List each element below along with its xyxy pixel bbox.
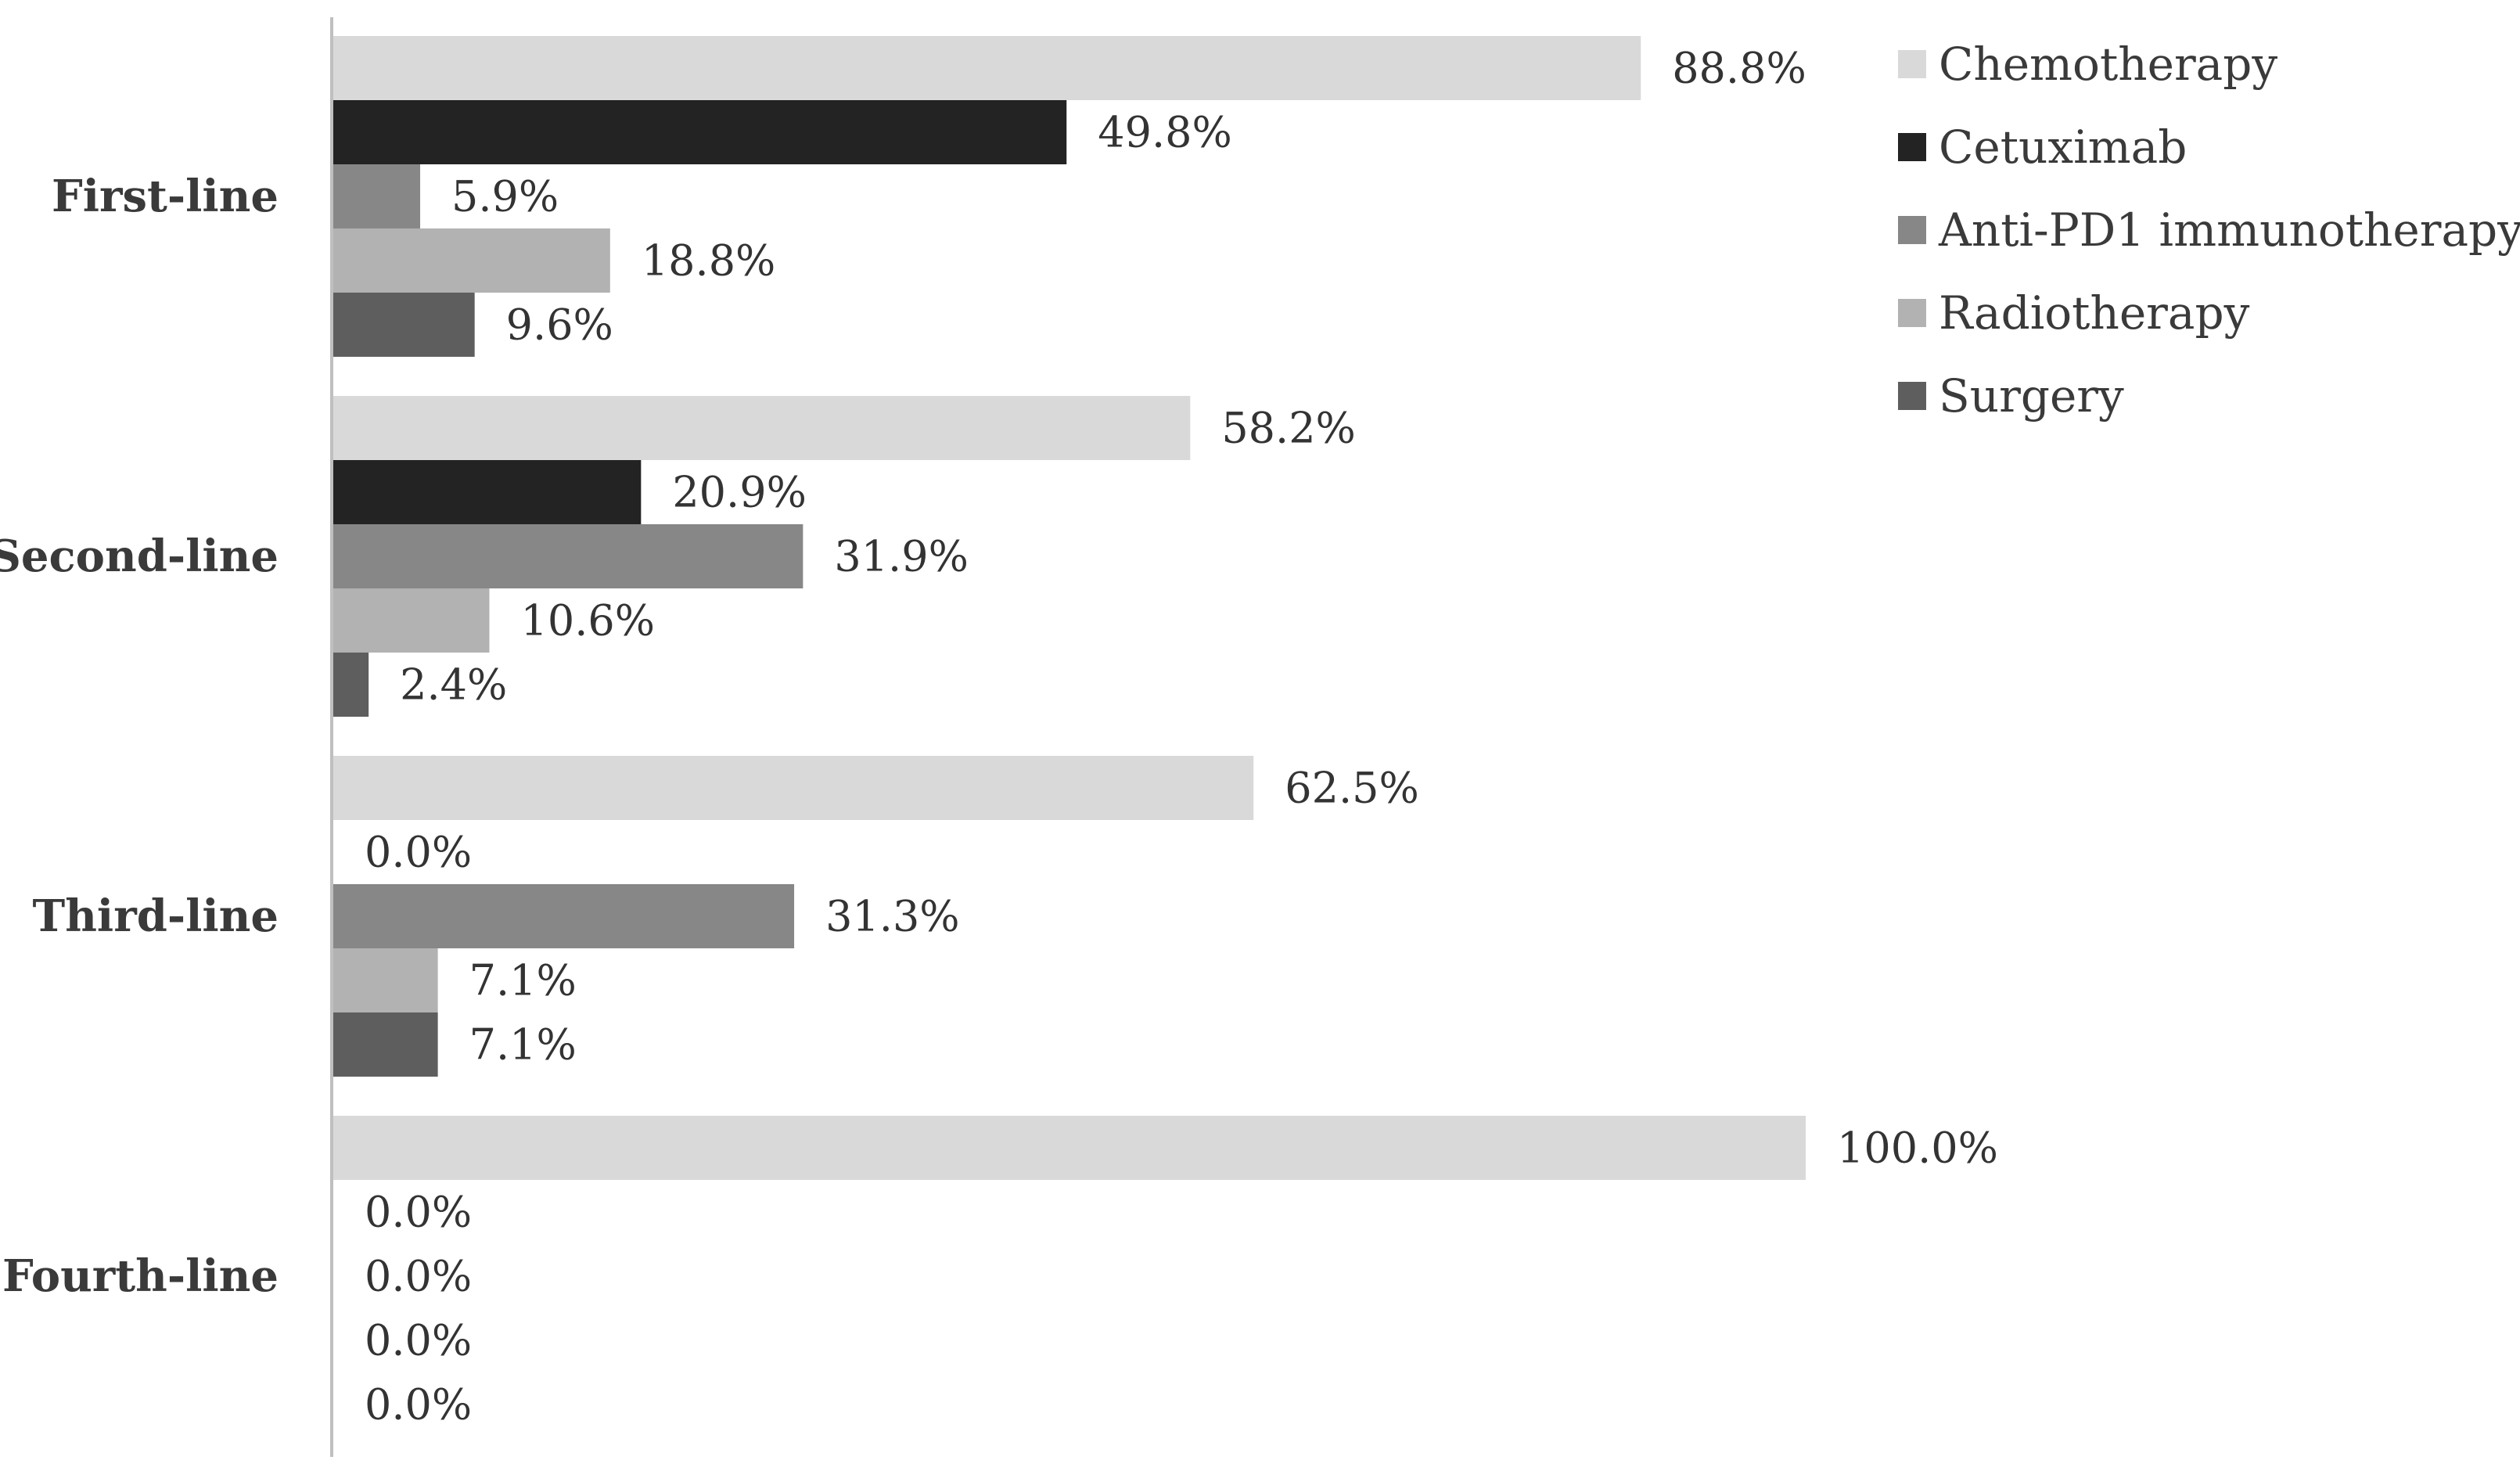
bar-third-line-anti-pd1-immunotherapy: [333, 884, 795, 948]
bar-first-line-surgery: [333, 293, 475, 357]
data-label-fourth-line-anti-pd1-immunotherapy: 0.0%: [365, 1252, 472, 1301]
data-label-first-line-cetuximab: 49.8%: [1098, 108, 1232, 157]
data-label-third-line-cetuximab: 0.0%: [365, 828, 472, 877]
data-label-third-line-surgery: 7.1%: [469, 1020, 577, 1070]
data-label-first-line-radiotherapy: 18.8%: [642, 236, 776, 286]
data-label-fourth-line-radiotherapy: 0.0%: [365, 1316, 472, 1365]
data-label-second-line-cetuximab: 20.9%: [672, 468, 807, 517]
data-label-second-line-radiotherapy: 10.6%: [520, 596, 655, 646]
bar-first-line-cetuximab: [333, 100, 1067, 164]
data-label-second-line-surgery: 2.4%: [400, 660, 507, 710]
category-label-fourth-line: Fourth-line: [2, 1250, 279, 1302]
data-label-third-line-radiotherapy: 7.1%: [469, 956, 577, 1005]
category-label-first-line: First-line: [52, 171, 279, 222]
legend-label-cetuximab: Cetuximab: [1939, 120, 2187, 174]
category-label-third-line: Third-line: [33, 890, 279, 942]
bar-second-line-surgery: [333, 653, 369, 717]
legend-label-anti-pd1-immunotherapy: Anti-PD1 immunotherapy: [1938, 203, 2520, 257]
data-label-fourth-line-surgery: 0.0%: [365, 1380, 472, 1430]
legend-swatch-surgery: [1898, 382, 1926, 410]
legend-label-radiotherapy: Radiotherapy: [1939, 286, 2250, 340]
legend: Chemotherapy Cetuximab Anti-PD1 immunother…: [1898, 38, 2520, 423]
data-label-first-line-chemotherapy: 88.8%: [1672, 44, 1806, 93]
category-labels: First-line Second-line Third-line Fourth-li…: [0, 171, 279, 1302]
data-label-second-line-chemotherapy: 58.2%: [1221, 404, 1356, 453]
bar-first-line-radiotherapy: [333, 228, 610, 293]
bar-second-line-anti-pd1-immunotherapy: [333, 524, 803, 588]
bar-fourth-line-chemotherapy: [333, 1116, 1806, 1180]
data-labels: 88.8% 49.8% 5.9% 18.8% 9.6% 58.2% 20.9% 31.9% 10…: [365, 44, 1998, 1430]
data-label-fourth-line-cetuximab: 0.0%: [365, 1188, 472, 1237]
bar-first-line-anti-pd1-immunotherapy: [333, 164, 421, 228]
bar-third-line-surgery: [333, 1012, 438, 1077]
legend-swatch-radiotherapy: [1898, 299, 1926, 327]
bars: [333, 36, 1806, 1180]
data-label-first-line-anti-pd1-immunotherapy: 5.9%: [451, 172, 559, 221]
data-label-fourth-line-chemotherapy: 100.0%: [1837, 1124, 1998, 1173]
legend-label-surgery: Surgery: [1939, 369, 2124, 423]
bar-third-line-chemotherapy: [333, 756, 1254, 820]
data-label-third-line-chemotherapy: 62.5%: [1285, 764, 1419, 813]
bar-second-line-radiotherapy: [333, 588, 490, 653]
legend-swatch-anti-pd1-immunotherapy: [1898, 216, 1926, 244]
legend-swatch-chemotherapy: [1898, 50, 1926, 78]
bar-second-line-cetuximab: [333, 460, 642, 524]
data-label-third-line-anti-pd1-immunotherapy: 31.3%: [825, 892, 960, 941]
category-label-second-line: Second-line: [0, 530, 279, 582]
data-label-second-line-anti-pd1-immunotherapy: 31.9%: [834, 532, 969, 581]
bar-first-line-chemotherapy: [333, 36, 1641, 100]
legend-swatch-cetuximab: [1898, 133, 1926, 161]
bar-third-line-radiotherapy: [333, 948, 438, 1012]
data-label-first-line-surgery: 9.6%: [506, 300, 613, 350]
legend-label-chemotherapy: Chemotherapy: [1939, 38, 2277, 91]
bar-second-line-chemotherapy: [333, 396, 1191, 460]
